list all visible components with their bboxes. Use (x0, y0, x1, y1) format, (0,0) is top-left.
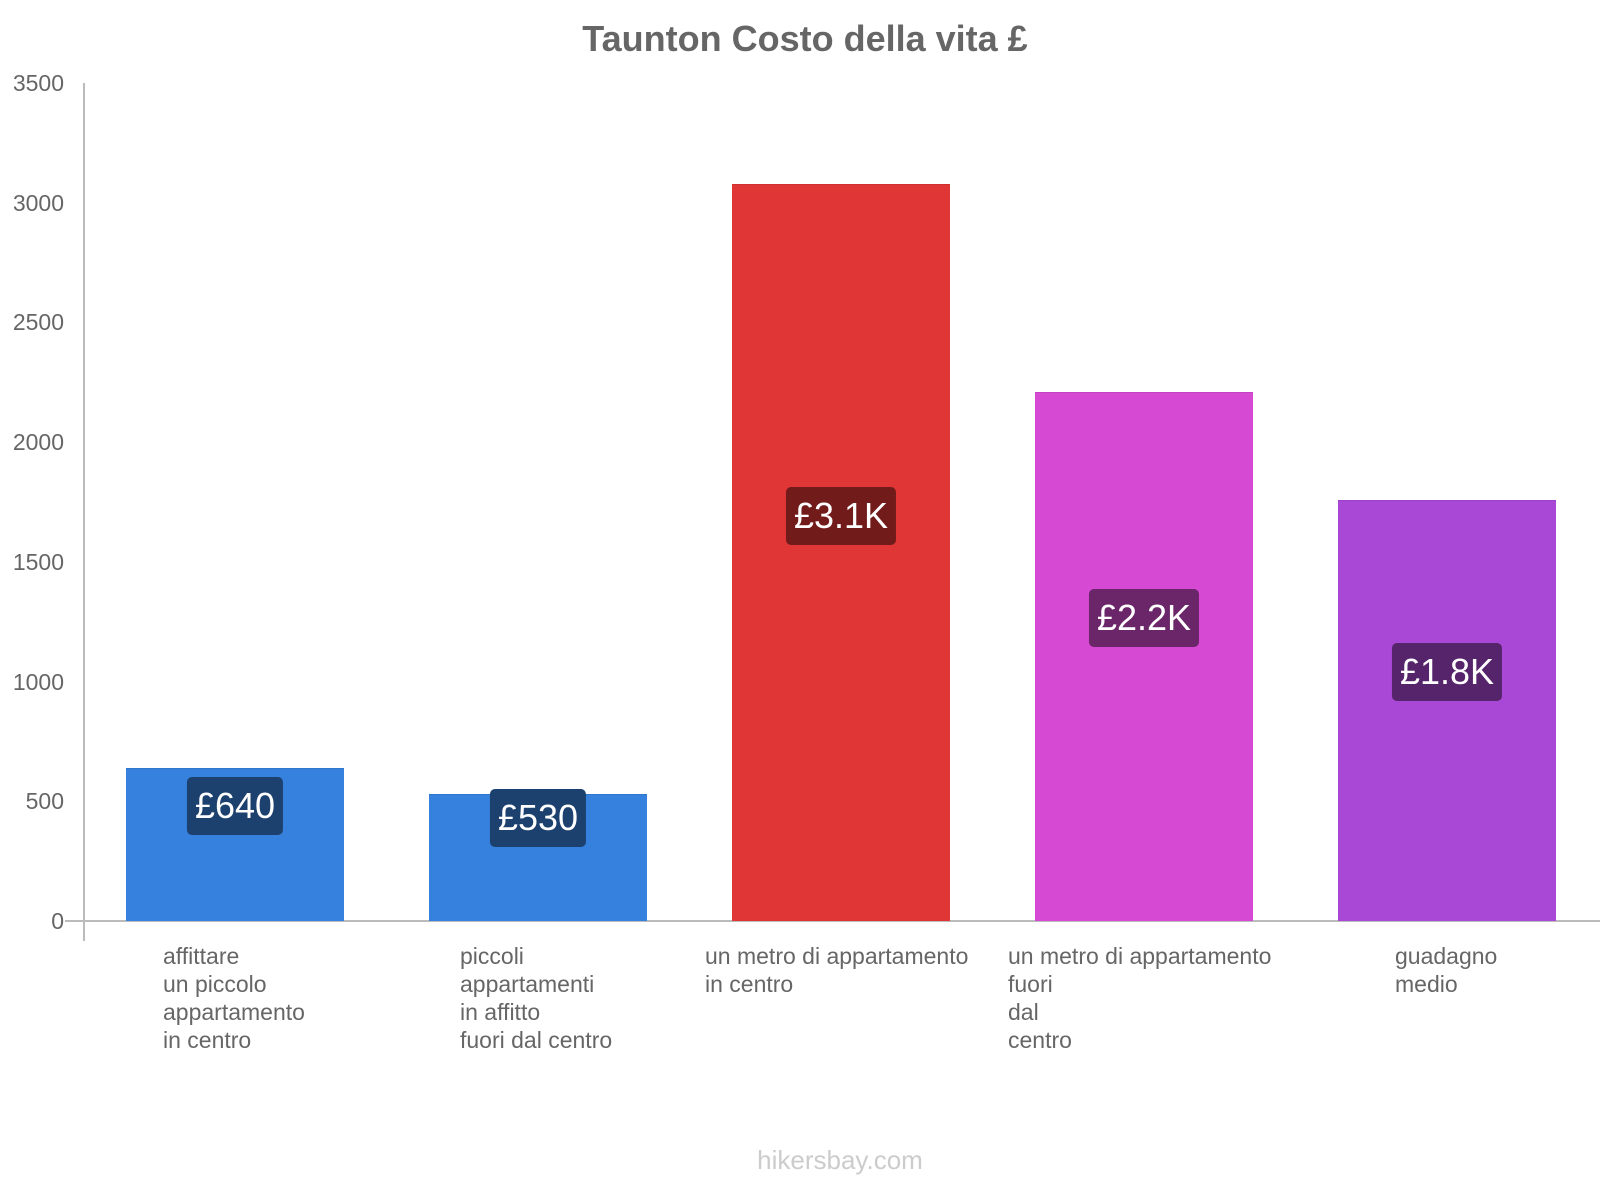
x-category-label-line: un metro di appartamento (705, 943, 969, 969)
x-category-label-line: in centro (163, 1027, 252, 1053)
bar[interactable]: £1.8K (1338, 499, 1556, 921)
bar[interactable]: £2.2K (1035, 391, 1253, 921)
x-category-label-line: in affitto (460, 999, 541, 1025)
x-category-label-line: centro (1008, 1027, 1072, 1053)
x-category-label: guadagno medio (1395, 942, 1497, 998)
y-axis-line (83, 83, 85, 941)
y-tick-label: 3000 (12, 189, 64, 216)
x-category-label: un metro di appartamento fuori dal centro (1008, 942, 1271, 1054)
y-tick-label: 1500 (12, 548, 64, 575)
bar-value-label: £1.8K (1391, 642, 1503, 701)
x-category-label-line: appartamento (163, 999, 305, 1025)
x-category-label-line: appartamenti (460, 971, 595, 997)
bar[interactable]: £3.1K (732, 183, 950, 921)
bar[interactable]: £530 (429, 789, 647, 921)
x-category-label-line: medio (1395, 971, 1458, 997)
x-category-label-line: piccoli (460, 943, 524, 969)
y-tick-label: 1000 (12, 668, 64, 695)
bar-value-label: £2.2K (1088, 588, 1200, 647)
x-category-label-line: un piccolo (163, 971, 267, 997)
x-category-label-line: dal (1008, 999, 1039, 1025)
y-tick-label: 2000 (12, 429, 64, 456)
bar[interactable]: £640 (126, 767, 344, 921)
bar-value-label: £3.1K (785, 486, 897, 545)
x-category-label: un metro di appartamento in centro (705, 942, 968, 998)
x-category-label-line: fuori dal centro (460, 1027, 613, 1053)
y-tick-label: 2500 (12, 309, 64, 336)
x-category-label-line: affittare (163, 943, 240, 969)
watermark: hikersbay.com (757, 1145, 923, 1175)
y-tick-label: 3500 (12, 70, 64, 96)
x-category-label-line: guadagno (1395, 943, 1498, 969)
y-tick-label: 500 (25, 788, 64, 815)
x-category-label: affittare un piccolo appartamento in centro (163, 942, 305, 1054)
y-tick-label: 0 (51, 908, 64, 934)
x-category-label: piccoli appartamenti in affitto fuori dal c… (460, 942, 612, 1054)
bar-value-label: £530 (489, 789, 587, 847)
bar-value-label: £640 (186, 776, 284, 835)
x-category-label-line: fuori (1008, 971, 1053, 997)
x-axis-line (65, 920, 1600, 922)
x-category-label-line: in centro (705, 971, 794, 997)
x-category-label-line: un metro di appartamento (1008, 943, 1272, 969)
chart-title: Taunton Costo della vita £ (582, 18, 1028, 59)
